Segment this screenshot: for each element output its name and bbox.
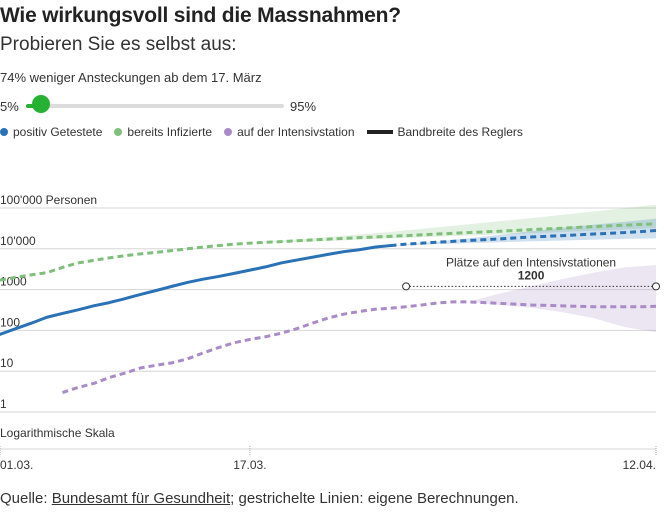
series-line-solid [0, 244, 392, 336]
y-tick-label: 10'000 [0, 234, 36, 248]
legend-dot-icon [224, 128, 233, 136]
slider-handle[interactable] [32, 95, 51, 113]
slider-max-label: 95% [290, 99, 317, 114]
capacity-marker-end [652, 282, 660, 291]
y-tick-label: 1000 [0, 275, 27, 289]
legend-item-bereits-infizierte[interactable]: bereits Infizierte [114, 125, 212, 139]
capacity-marker-start [402, 282, 411, 291]
legend-item-positiv-getestete[interactable]: positiv Getestete [0, 125, 102, 139]
legend-item-bandbreite: Bandbreite des Reglers [366, 125, 523, 139]
x-tick-label: 12.04. [623, 458, 656, 472]
source-suffix: ; gestrichelte Linien: eigene Berechnung… [230, 490, 519, 507]
y-tick-label: 1 [0, 397, 7, 411]
legend-dot-icon [0, 128, 8, 136]
capacity-label: Plätze auf den Intensivstationen [446, 255, 616, 269]
x-tick-label: 01.03. [0, 458, 33, 472]
legend-label: positiv Getestete [13, 125, 103, 139]
source-note: Quelle: Bundesamt für Gesundheit; gestri… [0, 490, 519, 507]
capacity-value: 1200 [518, 268, 545, 282]
series-band [468, 265, 656, 333]
legend-label: bereits Infizierte [127, 125, 213, 139]
legend-label: Bandbreite des Reglers [397, 125, 523, 139]
y-tick-label: 10 [0, 356, 14, 370]
source-prefix: Quelle: [0, 490, 52, 507]
legend-bar-icon [366, 130, 393, 134]
series-line-dashed [390, 229, 657, 248]
legend-dot-icon [114, 128, 123, 136]
legend-label: auf der Intensivstation [237, 125, 355, 139]
x-tick-label: 17.03. [233, 458, 266, 472]
y-tick-label: 100 [0, 315, 20, 329]
page-subtitle: Probieren Sie es selbst aus: [0, 34, 237, 55]
slider-min-label: 5% [0, 99, 19, 114]
page-title: Wie wirkungsvoll sind die Massnahmen? [0, 4, 401, 27]
source-link[interactable]: Bundesamt für Gesundheit [51, 490, 231, 507]
legend-item-intensivstation[interactable]: auf der Intensivstation [224, 125, 355, 139]
scale-note: Logarithmische Skala [0, 426, 115, 440]
slider-label: 74% weniger Ansteckungen ab dem 17. März [0, 70, 262, 85]
series-band [249, 204, 656, 243]
series-line [62, 300, 657, 394]
y-tick-label: 100'000 Personen [0, 193, 97, 207]
legend: positiv Getestete bereits Infizierte auf… [0, 125, 535, 139]
